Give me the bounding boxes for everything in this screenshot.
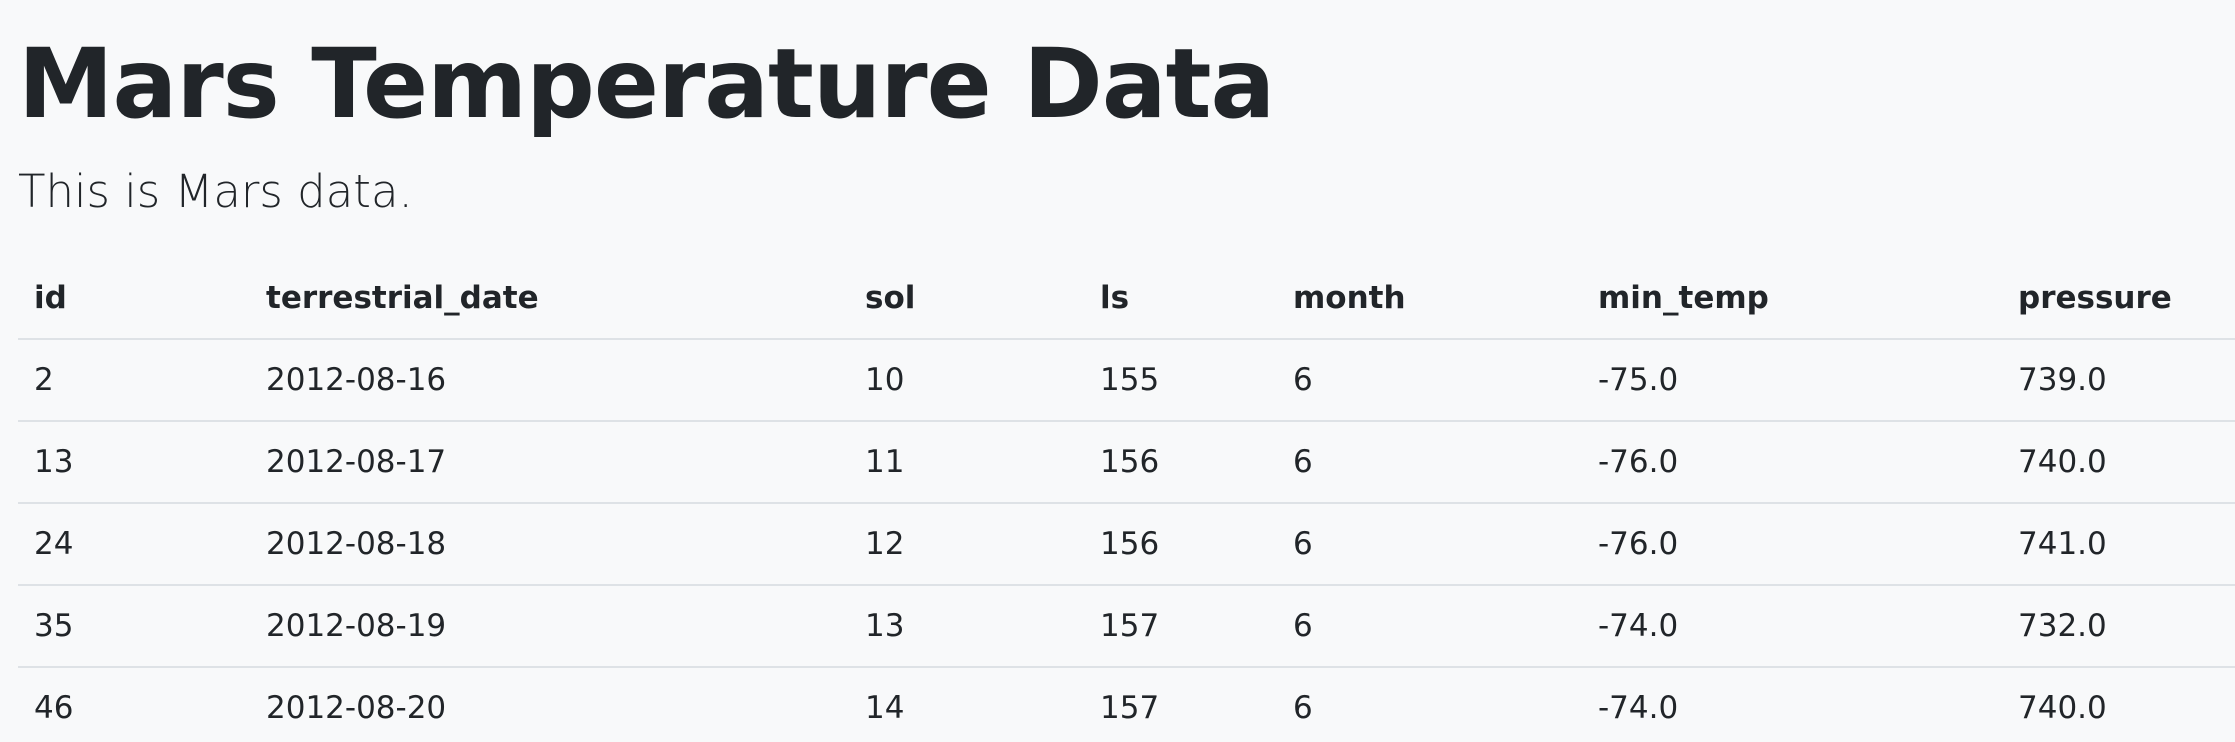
cell-id: 24 [18, 503, 250, 586]
table-row: 24 2012-08-18 12 156 6 -76.0 741.0 [18, 503, 2235, 586]
column-header-sol: sol [849, 258, 1084, 340]
cell-ls: 155 [1084, 339, 1277, 422]
cell-sol: 11 [849, 421, 1084, 504]
cell-terrestrial-date: 2012-08-19 [250, 585, 849, 668]
cell-pressure: 732.0 [2002, 585, 2235, 668]
cell-ls: 157 [1100, 690, 1160, 726]
mars-data-table: id terrestrial_date sol ls month min_tem… [18, 258, 2235, 742]
cell-month: 6 [1293, 690, 1313, 726]
page-title: Mars Temperature Data [18, 28, 1275, 140]
cell-terrestrial-date: 2012-08-20 [266, 690, 447, 726]
cell-min-temp: -74.0 [1582, 585, 2002, 668]
cell-pressure: 740.0 [2018, 690, 2107, 726]
cell-terrestrial-date: 2012-08-17 [250, 421, 849, 504]
cell-month: 6 [1277, 339, 1582, 422]
cell-terrestrial-date: 2012-08-16 [250, 339, 849, 422]
cell-month: 6 [1277, 585, 1582, 668]
table-header-row: id terrestrial_date sol ls month min_tem… [18, 258, 2235, 340]
cell-ls: 156 [1084, 503, 1277, 586]
cell-ls: 157 [1084, 585, 1277, 668]
table-row: 35 2012-08-19 13 157 6 -74.0 732.0 [18, 585, 2235, 668]
cell-min-temp: -74.0 [1598, 690, 1679, 726]
column-header-ls: ls [1084, 258, 1277, 340]
cell-pressure: 741.0 [2002, 503, 2235, 586]
cell-sol: 14 [865, 690, 905, 726]
table-row: 13 2012-08-17 11 156 6 -76.0 740.0 [18, 421, 2235, 504]
cell-id: 35 [18, 585, 250, 668]
column-header-pressure: pressure [2002, 258, 2235, 340]
cell-sol: 10 [849, 339, 1084, 422]
table-row: 2 2012-08-16 10 155 6 -75.0 739.0 [18, 339, 2235, 422]
cell-min-temp: -75.0 [1582, 339, 2002, 422]
column-header-id: id [18, 258, 250, 340]
cell-id: 13 [18, 421, 250, 504]
cell-min-temp: -76.0 [1582, 421, 2002, 504]
cell-id: 46 [34, 690, 74, 726]
cell-terrestrial-date: 2012-08-18 [250, 503, 849, 586]
cell-pressure: 739.0 [2002, 339, 2235, 422]
cell-ls: 156 [1084, 421, 1277, 504]
cell-sol: 13 [849, 585, 1084, 668]
table-row: 46 2012-08-20 14 157 6 -74.0 740.0 [18, 667, 2235, 742]
column-header-terrestrial-date: terrestrial_date [250, 258, 849, 340]
page-subtitle: This is Mars data. [18, 165, 413, 218]
column-header-min-temp: min_temp [1582, 258, 2002, 340]
cell-month: 6 [1277, 421, 1582, 504]
cell-pressure: 740.0 [2002, 421, 2235, 504]
column-header-month: month [1277, 258, 1582, 340]
cell-id: 2 [18, 339, 250, 422]
cell-sol: 12 [849, 503, 1084, 586]
cell-month: 6 [1277, 503, 1582, 586]
cell-min-temp: -76.0 [1582, 503, 2002, 586]
